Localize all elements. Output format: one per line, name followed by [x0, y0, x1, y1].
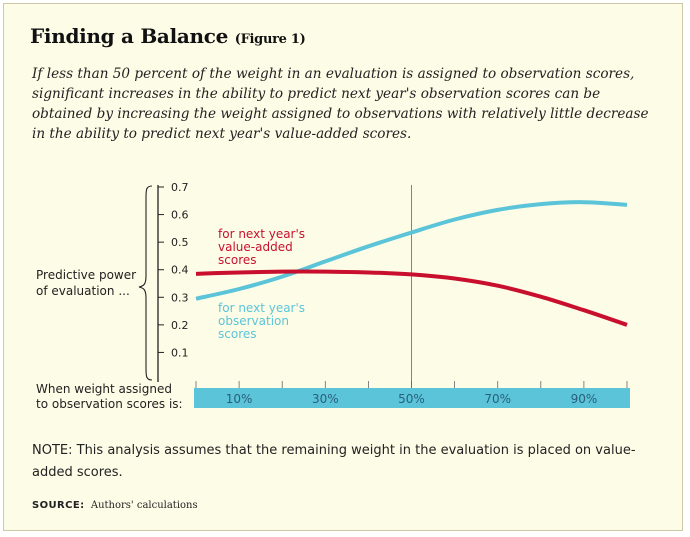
y-axis-label: of evaluation ... — [36, 284, 130, 298]
figure-frame — [3, 3, 683, 531]
y-tick-label: 0.4 — [171, 264, 189, 277]
source-text: Authors' calculations — [90, 500, 198, 511]
series-label-observation: observation — [218, 314, 289, 328]
y-tick-label: 0.2 — [171, 319, 189, 332]
chart-subtitle: If less than 50 percent of the weight in… — [32, 66, 649, 142]
figure-label: (Figure 1) — [234, 32, 306, 47]
axis-brace — [138, 185, 153, 381]
series-line-value-added — [195, 269, 628, 327]
series-label-observation: scores — [218, 327, 257, 341]
page-title: Finding a Balance (Figure 1) — [30, 24, 306, 48]
source-line: SOURCE: Authors' calculations — [32, 500, 198, 511]
y-tick-label: 0.5 — [171, 236, 189, 249]
series-line-observation — [195, 200, 628, 301]
title-text: Finding a Balance — [30, 24, 229, 48]
footnote: NOTE: This analysis assumes that the rem… — [32, 443, 636, 480]
series-label-value-added: value-added — [218, 240, 293, 254]
y-tick-label: 0.1 — [171, 346, 189, 359]
series-label-value-added: for next year's — [218, 227, 305, 241]
x-axis-label: When weight assigned — [36, 382, 172, 396]
x-axis-band — [194, 388, 630, 408]
x-tick-label: 70% — [484, 392, 511, 406]
source-label: SOURCE: — [32, 500, 85, 511]
x-tick-label: 30% — [312, 392, 339, 406]
series-label-observation: for next year's — [218, 301, 305, 315]
y-tick-label: 0.3 — [171, 291, 189, 304]
x-tick-label: 50% — [398, 392, 425, 406]
y-tick-label: 0.6 — [171, 209, 189, 222]
x-tick-label: 90% — [571, 392, 598, 406]
y-axis-label: Predictive power — [36, 268, 136, 282]
x-tick-label: 10% — [226, 392, 253, 406]
y-tick-label: 0.7 — [171, 181, 189, 194]
series-label-value-added: scores — [218, 253, 257, 267]
x-axis-label: to observation scores is: — [36, 397, 183, 411]
